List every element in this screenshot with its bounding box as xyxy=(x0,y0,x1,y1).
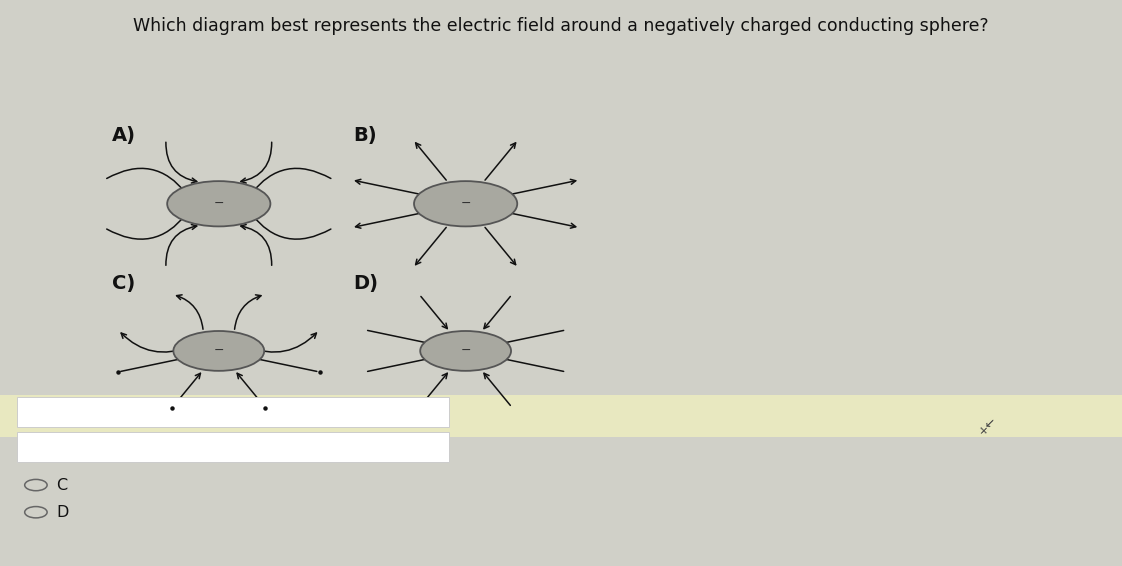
Text: B): B) xyxy=(353,126,377,145)
Text: −: − xyxy=(460,345,471,357)
Text: D: D xyxy=(56,505,68,520)
Text: −: − xyxy=(213,345,224,357)
Ellipse shape xyxy=(167,181,270,226)
Text: C: C xyxy=(56,478,67,492)
Text: Which diagram best represents the electric field around a negatively charged con: Which diagram best represents the electr… xyxy=(134,17,988,35)
Text: +←: +← xyxy=(975,414,1000,438)
Text: C): C) xyxy=(112,273,136,293)
Text: D): D) xyxy=(353,273,378,293)
Text: −: − xyxy=(213,198,224,210)
Ellipse shape xyxy=(421,331,511,371)
Bar xyxy=(0,395,1122,437)
Text: −: − xyxy=(460,198,471,210)
Bar xyxy=(17,432,449,462)
Bar xyxy=(17,397,449,427)
Ellipse shape xyxy=(414,181,517,226)
Ellipse shape xyxy=(174,331,264,371)
Text: A): A) xyxy=(112,126,136,145)
